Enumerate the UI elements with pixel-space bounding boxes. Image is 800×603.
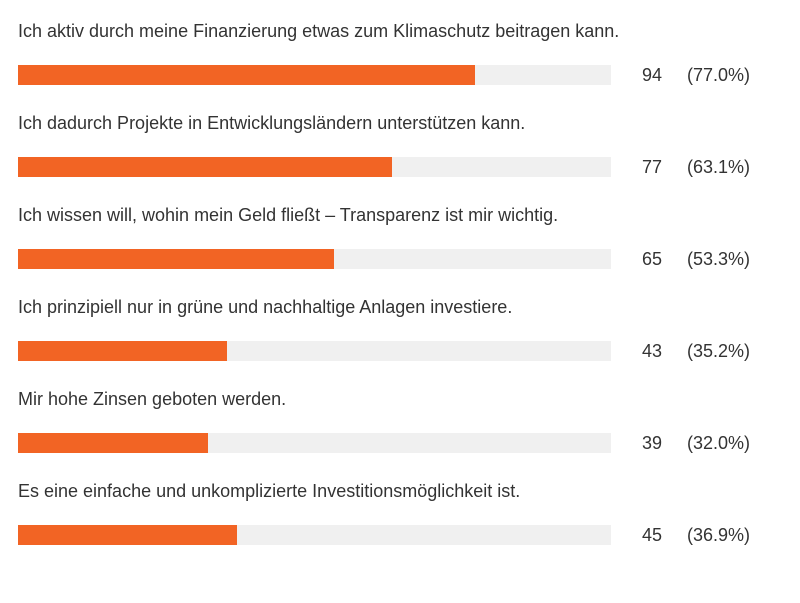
vote-count: 45 <box>641 525 662 545</box>
result-row: Ich prinzipiell nur in grüne und nachhal… <box>0 293 800 385</box>
answer-label: Mir hohe Zinsen geboten werden. <box>18 389 287 409</box>
result-row: Ich dadurch Projekte in Entwicklungsländ… <box>0 109 800 201</box>
result-row: Ich wissen will, wohin mein Geld fließt … <box>0 201 800 293</box>
answer-label: Ich wissen will, wohin mein Geld fließt … <box>18 205 559 225</box>
vote-percent: (63.1%) <box>687 157 751 177</box>
bar-track <box>18 157 611 177</box>
result-row: Es eine einfache und unkomplizierte Inve… <box>0 477 800 569</box>
vote-percent: (77.0%) <box>687 65 751 85</box>
answer-label: Es eine einfache und unkomplizierte Inve… <box>18 481 521 501</box>
bar-track <box>18 341 611 361</box>
bar-fill <box>18 433 208 453</box>
bar-track <box>18 433 611 453</box>
answer-label: Ich aktiv durch meine Finanzierung etwas… <box>18 21 620 41</box>
bar-fill <box>18 65 475 85</box>
vote-percent: (36.9%) <box>687 525 751 545</box>
bar-fill <box>18 249 335 269</box>
vote-count: 77 <box>641 157 662 177</box>
vote-count: 43 <box>641 341 662 361</box>
vote-percent: (32.0%) <box>687 433 751 453</box>
vote-count: 65 <box>641 249 662 269</box>
bar-track <box>18 525 611 545</box>
bar-track <box>18 65 611 85</box>
bar-fill <box>18 157 393 177</box>
bar-track <box>18 249 611 269</box>
vote-count: 94 <box>641 65 662 85</box>
answer-label: Ich prinzipiell nur in grüne und nachhal… <box>18 297 513 317</box>
bar-fill <box>18 341 227 361</box>
result-row: Ich aktiv durch meine Finanzierung etwas… <box>0 17 800 109</box>
result-row: Mir hohe Zinsen geboten werden. 39 (32.0%) <box>0 385 800 477</box>
vote-count: 39 <box>641 433 662 453</box>
vote-percent: (53.3%) <box>687 249 751 269</box>
vote-percent: (35.2%) <box>687 341 751 361</box>
answer-label: Ich dadurch Projekte in Entwicklungsländ… <box>18 113 526 133</box>
bar-fill <box>18 525 237 545</box>
